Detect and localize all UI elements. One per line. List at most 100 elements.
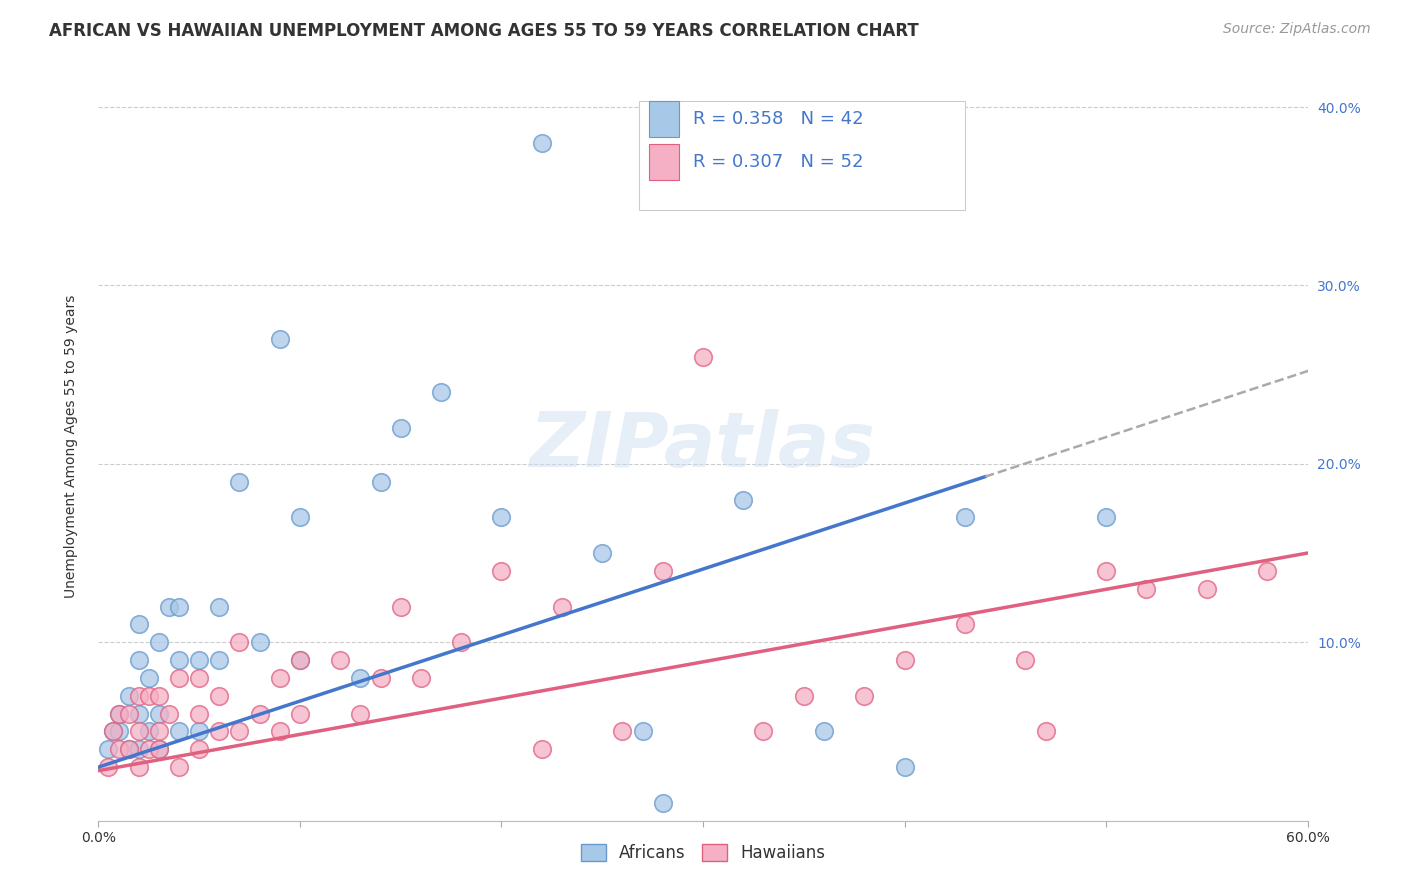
FancyBboxPatch shape — [648, 144, 679, 180]
Point — [1014, 653, 1036, 667]
Point — [269, 724, 291, 739]
Point — [953, 510, 976, 524]
Point — [188, 706, 211, 721]
Point — [118, 706, 141, 721]
Point — [97, 760, 120, 774]
Point — [288, 653, 311, 667]
Point — [530, 742, 553, 756]
Point — [208, 724, 231, 739]
Text: AFRICAN VS HAWAIIAN UNEMPLOYMENT AMONG AGES 55 TO 59 YEARS CORRELATION CHART: AFRICAN VS HAWAIIAN UNEMPLOYMENT AMONG A… — [49, 22, 920, 40]
Point — [228, 635, 250, 649]
Point — [813, 724, 835, 739]
Text: R = 0.358   N = 42: R = 0.358 N = 42 — [693, 111, 863, 128]
Point — [188, 653, 211, 667]
Point — [329, 653, 352, 667]
Point — [409, 671, 432, 685]
Point — [389, 599, 412, 614]
Point — [269, 671, 291, 685]
Point — [893, 653, 915, 667]
Point — [167, 760, 190, 774]
Point — [138, 671, 160, 685]
Point — [188, 724, 211, 739]
Point — [249, 635, 271, 649]
Point — [853, 689, 876, 703]
Point — [430, 385, 453, 400]
Point — [651, 796, 673, 810]
Point — [530, 136, 553, 150]
Point — [148, 635, 170, 649]
Point — [953, 617, 976, 632]
Point — [167, 653, 190, 667]
Point — [793, 689, 815, 703]
Point — [288, 706, 311, 721]
Text: ZIPatlas: ZIPatlas — [530, 409, 876, 483]
Point — [551, 599, 574, 614]
Point — [349, 706, 371, 721]
Point — [148, 742, 170, 756]
Point — [101, 724, 124, 739]
Point — [167, 671, 190, 685]
Point — [692, 350, 714, 364]
Point — [128, 689, 150, 703]
Point — [107, 742, 129, 756]
Point — [631, 724, 654, 739]
Point — [118, 689, 141, 703]
Point — [1095, 564, 1118, 578]
Point — [128, 653, 150, 667]
Point — [370, 671, 392, 685]
Point — [1256, 564, 1278, 578]
Point — [148, 689, 170, 703]
Point — [1095, 510, 1118, 524]
Text: Source: ZipAtlas.com: Source: ZipAtlas.com — [1223, 22, 1371, 37]
Point — [208, 653, 231, 667]
Point — [128, 617, 150, 632]
Point — [138, 689, 160, 703]
Point — [107, 724, 129, 739]
Point — [188, 671, 211, 685]
Point — [389, 421, 412, 435]
FancyBboxPatch shape — [648, 102, 679, 137]
Point — [893, 760, 915, 774]
FancyBboxPatch shape — [638, 102, 966, 210]
Point — [138, 742, 160, 756]
Y-axis label: Unemployment Among Ages 55 to 59 years: Unemployment Among Ages 55 to 59 years — [63, 294, 77, 598]
Point — [128, 706, 150, 721]
Point — [591, 546, 613, 560]
Point — [612, 724, 634, 739]
Point — [97, 742, 120, 756]
Text: R = 0.307   N = 52: R = 0.307 N = 52 — [693, 153, 863, 171]
Point — [208, 599, 231, 614]
Point — [249, 706, 271, 721]
Point — [491, 564, 513, 578]
Point — [118, 742, 141, 756]
Point — [1035, 724, 1057, 739]
Point — [288, 653, 311, 667]
Point — [269, 332, 291, 346]
Point — [128, 760, 150, 774]
Point — [128, 742, 150, 756]
Point — [370, 475, 392, 489]
Point — [148, 742, 170, 756]
Point — [1195, 582, 1218, 596]
Point — [349, 671, 371, 685]
Point — [1135, 582, 1157, 596]
Point — [733, 492, 755, 507]
Legend: Africans, Hawaiians: Africans, Hawaiians — [574, 837, 832, 869]
Point — [148, 724, 170, 739]
Point — [228, 724, 250, 739]
Point — [157, 706, 180, 721]
Point — [107, 706, 129, 721]
Point — [148, 706, 170, 721]
Point — [651, 564, 673, 578]
Point — [128, 724, 150, 739]
Point — [138, 724, 160, 739]
Point — [107, 706, 129, 721]
Point — [228, 475, 250, 489]
Point — [208, 689, 231, 703]
Point — [450, 635, 472, 649]
Point — [101, 724, 124, 739]
Point — [167, 599, 190, 614]
Point — [118, 742, 141, 756]
Point — [167, 724, 190, 739]
Point — [188, 742, 211, 756]
